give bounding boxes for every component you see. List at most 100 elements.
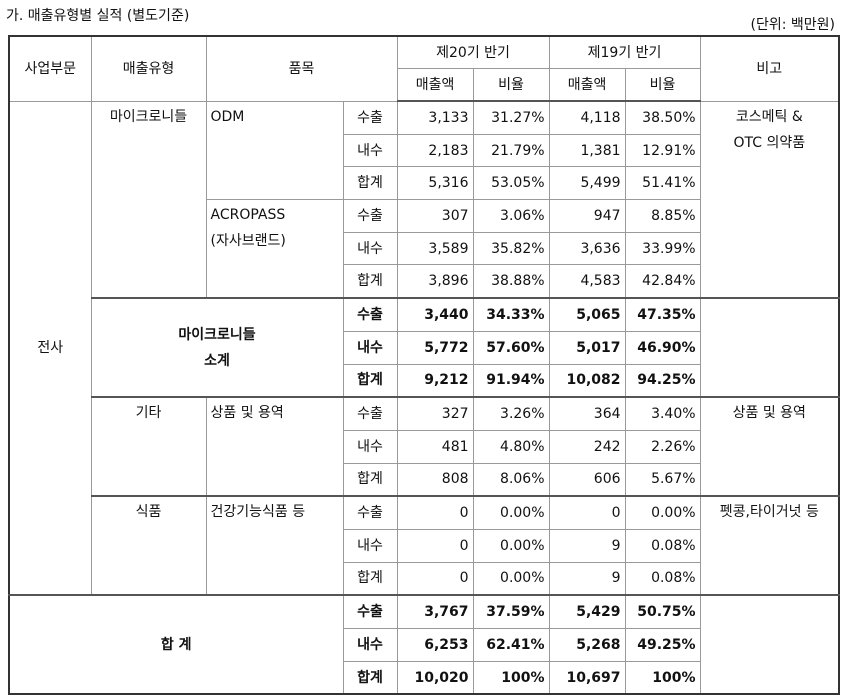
text-line: 건강기능식품 등 <box>210 504 306 521</box>
kind-cell: 수출 <box>342 199 398 233</box>
value-cell: 53.05% <box>472 166 550 201</box>
value-cell: 0 <box>396 561 474 596</box>
value-cell: 5,268 <box>548 628 626 662</box>
table-row: 합 계 수출 3,767 37.59% 5,429 50.75% <box>8 594 840 695</box>
text-line: 식품 <box>135 504 162 521</box>
kind-cell: 합계 <box>342 166 398 201</box>
table-row: ACROPASS (자사브랜드) 수출 307 3.06% 947 8.85% <box>9 199 839 299</box>
value-cell: 6,253 <box>396 628 474 662</box>
value-cell: 307 <box>396 199 474 233</box>
product-cell: ODM <box>205 100 344 201</box>
value-cell: 0.00% <box>624 495 701 530</box>
value-cell: 0 <box>396 495 474 530</box>
text-line: 기타 <box>135 405 162 422</box>
value-cell: 3.26% <box>472 396 550 431</box>
value-cell: 3,896 <box>396 264 474 299</box>
subcolumn-header: 매출액 <box>396 68 474 102</box>
value-cell: 9 <box>548 561 626 596</box>
text-line: 상품 및 용역 <box>732 405 806 422</box>
table-row: 전사 마이크로니들 ODM 수출 3,133 31.27% 4,118 38.50% 코스메틱 … <box>8 100 840 596</box>
text-line: 마이크로니들 <box>178 326 256 343</box>
header-row: 매출액 비율 매출액 비율 <box>9 68 839 102</box>
kind-cell: 내수 <box>342 429 398 464</box>
value-cell: 5,499 <box>548 166 626 201</box>
product-cell: ACROPASS (자사브랜드) <box>205 199 344 299</box>
type-cell: 마이크로니들 <box>90 100 207 299</box>
text-line: (자사브랜드) <box>210 233 286 250</box>
value-cell: 8.85% <box>624 199 701 233</box>
table-row: 내수 5,772 57.60% 5,017 46.90% <box>9 330 839 365</box>
table-row: 합계 5,316 53.05% 5,499 51.41% <box>9 166 839 201</box>
value-cell: 47.35% <box>624 297 701 332</box>
value-cell: 3,767 <box>396 594 474 630</box>
value-cell: 57.60% <box>472 330 550 365</box>
kind-cell: 내수 <box>342 133 398 168</box>
table-row: 내수 0 0.00% 9 0.08% <box>9 528 839 563</box>
text-line: 코스메틱 & <box>735 108 803 125</box>
value-cell: 3,589 <box>396 231 474 266</box>
column-header: 비고 <box>699 35 840 102</box>
value-cell: 5,429 <box>548 594 626 630</box>
value-cell: 46.90% <box>624 330 701 365</box>
value-cell: 947 <box>548 199 626 233</box>
kind-cell: 내수 <box>342 330 398 365</box>
value-cell: 0 <box>396 528 474 563</box>
value-cell: 0 <box>548 495 626 530</box>
value-cell: 9,212 <box>396 363 474 398</box>
value-cell: 5.67% <box>624 462 701 497</box>
table-row: 내수 481 4.80% 242 2.26% <box>9 429 839 464</box>
value-cell: 8.06% <box>472 462 550 497</box>
value-cell: 49.25% <box>624 628 701 662</box>
kind-cell: 합계 <box>342 561 398 596</box>
kind-cell: 합계 <box>342 363 398 398</box>
value-cell: 94.25% <box>624 363 701 398</box>
value-cell: 242 <box>548 429 626 464</box>
table-row: 내수 3,589 35.82% 3,636 33.99% <box>9 231 839 266</box>
value-cell: 2.26% <box>624 429 701 464</box>
value-cell: 50.75% <box>624 594 701 630</box>
value-cell: 31.27% <box>472 100 550 135</box>
period-header: 제19기 반기 <box>548 35 701 69</box>
value-cell: 4.80% <box>472 429 550 464</box>
division-cell: 전사 <box>8 100 92 596</box>
empty-cell <box>699 297 840 398</box>
text-line: ODM <box>210 108 245 125</box>
period-header: 제20기 반기 <box>396 35 550 69</box>
kind-cell: 수출 <box>342 594 398 630</box>
value-cell: 327 <box>396 396 474 431</box>
value-cell: 100% <box>624 660 701 695</box>
column-header: 사업부문 <box>8 35 92 102</box>
value-cell: 1,381 <box>548 133 626 168</box>
value-cell: 3.40% <box>624 396 701 431</box>
table-row: 합계 3,896 38.88% 4,583 42.84% <box>9 264 839 299</box>
kind-cell: 수출 <box>342 396 398 431</box>
note-cell: 상품 및 용역 <box>699 396 840 497</box>
column-header: 매출유형 <box>90 35 207 102</box>
value-cell: 34.33% <box>472 297 550 332</box>
table-row: 내수 2,183 21.79% 1,381 12.91% <box>9 133 839 168</box>
kind-cell: 수출 <box>342 100 398 135</box>
value-cell: 5,316 <box>396 166 474 201</box>
product-cell: 상품 및 용역 <box>205 396 344 497</box>
text-line: ACROPASS <box>210 207 286 224</box>
value-cell: 12.91% <box>624 133 701 168</box>
text-line: 마이크로니들 <box>109 108 188 125</box>
value-cell: 606 <box>548 462 626 497</box>
value-cell: 0.08% <box>624 528 701 563</box>
note-cell: 펫콩,타이거넛 등 <box>699 495 840 596</box>
subtotal-label: 마이크로니들 소계 <box>90 297 344 398</box>
table-row: 합계 0 0.00% 9 0.08% <box>9 561 839 596</box>
type-cell: 식품 <box>90 495 207 596</box>
value-cell: 3,440 <box>396 297 474 332</box>
table-row: 합계 808 8.06% 606 5.67% <box>9 462 839 497</box>
text-line: 펫콩,타이거넛 등 <box>719 504 819 521</box>
value-cell: 10,082 <box>548 363 626 398</box>
table-row: 합계 10,020 100% 10,697 100% <box>9 660 839 695</box>
kind-cell: 합계 <box>342 462 398 497</box>
table-row: 마이크로니들 소계 수출 3,440 34.33% 5,065 47.35% <box>9 297 840 398</box>
value-cell: 37.59% <box>472 594 550 630</box>
title: 가. 매출유형별 실적 (별도기준) <box>6 8 190 24</box>
kind-cell: 수출 <box>342 297 398 332</box>
value-cell: 0.00% <box>472 561 550 596</box>
